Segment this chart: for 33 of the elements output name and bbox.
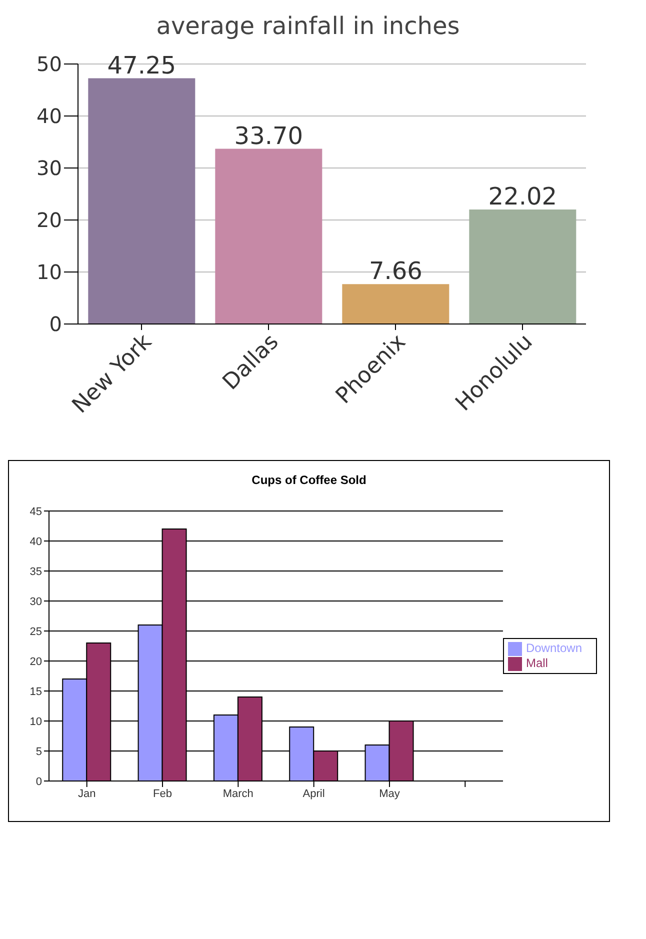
y-tick-label: 0 [49, 312, 62, 336]
bar [215, 148, 322, 324]
bar [342, 284, 450, 324]
chart-title: Cups of Coffee Sold [250, 472, 368, 489]
data-label: 22.02 [488, 182, 558, 210]
x-tick-label: Feb [153, 788, 172, 800]
y-tick-label: 15 [30, 686, 42, 698]
legend-label: Mall [526, 656, 548, 670]
y-tick-label: 10 [36, 260, 62, 284]
y-tick-label: 0 [36, 776, 42, 788]
y-tick-label: 45 [30, 506, 42, 518]
y-tick-label: 20 [30, 656, 42, 668]
data-label: 33.70 [234, 122, 304, 150]
y-tick-label: 20 [36, 208, 62, 232]
y-tick-label: 10 [30, 716, 42, 728]
y-tick-label: 25 [30, 626, 42, 638]
x-tick-label: April [302, 788, 325, 800]
y-tick-label: 5 [36, 746, 42, 758]
y-tick-label: 30 [36, 156, 62, 180]
y-tick-label: 50 [36, 52, 62, 76]
x-tick-label: March [222, 788, 254, 800]
chart-title: average rainfall in inches [155, 11, 461, 42]
data-label: 7.66 [368, 257, 422, 286]
legend-label: Downtown [526, 641, 582, 656]
y-tick-label: 35 [30, 566, 42, 578]
x-tick-label: Jan [78, 788, 96, 800]
y-tick-label: 40 [30, 536, 42, 548]
x-tick-label: May [379, 788, 400, 800]
bar [469, 209, 576, 324]
y-tick-label: 40 [36, 104, 62, 128]
bar [88, 78, 196, 324]
data-label: 47.25 [107, 51, 176, 80]
y-tick-label: 30 [30, 596, 42, 608]
